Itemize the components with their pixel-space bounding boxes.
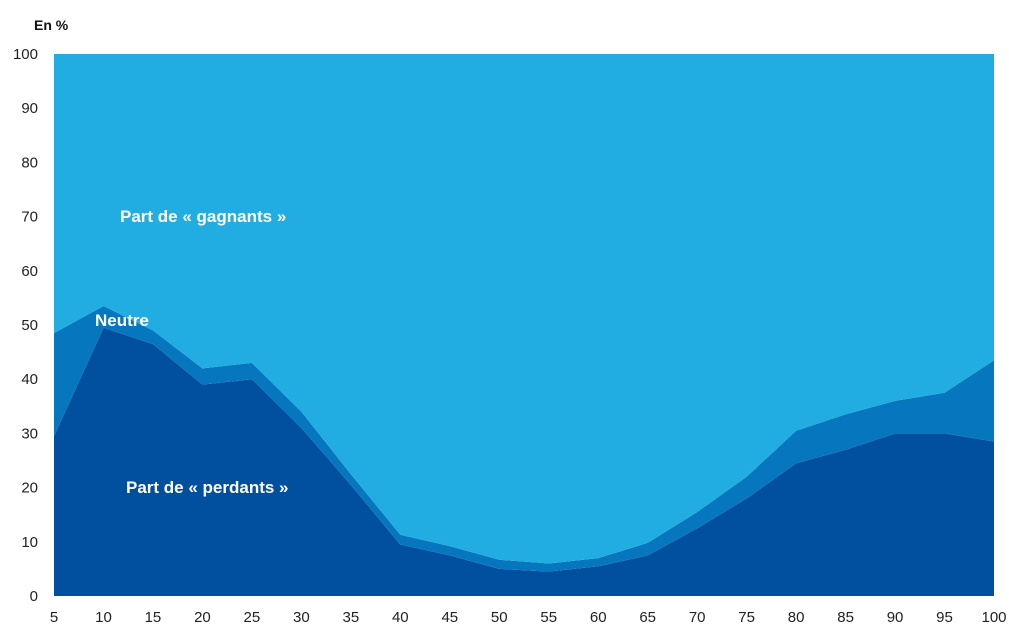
area-label-perdants: Part de « perdants » [126,478,289,497]
area-label-neutre: Neutre [95,311,149,330]
x-tick-label: 70 [689,609,706,626]
x-tick-label: 75 [738,609,755,626]
area-label-gagnants: Part de « gagnants » [120,207,286,226]
y-tick-label: 40 [21,371,38,388]
y-tick-label: 50 [21,317,38,334]
x-tick-label: 35 [342,609,359,626]
y-tick-label: 20 [21,480,38,497]
y-axis-unit-label: En % [34,17,69,33]
x-tick-label: 15 [145,609,162,626]
y-tick-label: 70 [21,209,38,226]
y-tick-label: 30 [21,425,38,442]
x-tick-label: 20 [194,609,211,626]
x-tick-label: 65 [639,609,656,626]
y-tick-label: 10 [21,534,38,551]
x-tick-label: 10 [95,609,112,626]
chart-areas [54,54,994,596]
y-tick-label: 60 [21,263,38,280]
x-tick-label: 5 [50,609,58,626]
x-tick-label: 95 [936,609,953,626]
y-tick-label: 80 [21,154,38,171]
x-axis-ticks: 5 10 15 20 25 30 35 40 45 50 55 60 65 70 75 80 85 90 95 100 [50,609,1007,626]
x-tick-label: 85 [837,609,854,626]
y-tick-label: 100 [13,46,38,63]
x-tick-label: 90 [887,609,904,626]
area-series-0 [54,327,994,596]
y-axis-ticks: 0 10 20 30 40 50 60 70 80 90 100 [13,46,38,605]
x-tick-label: 45 [441,609,458,626]
x-tick-label: 50 [491,609,508,626]
area-series-2 [54,54,994,564]
x-tick-label: 30 [293,609,310,626]
x-tick-label: 100 [981,609,1006,626]
x-tick-label: 55 [540,609,557,626]
x-tick-label: 60 [590,609,607,626]
y-tick-label: 90 [21,100,38,117]
area-series-1 [54,306,994,572]
x-tick-label: 25 [244,609,261,626]
x-tick-label: 40 [392,609,409,626]
y-tick-label: 0 [30,588,38,605]
x-tick-label: 80 [788,609,805,626]
